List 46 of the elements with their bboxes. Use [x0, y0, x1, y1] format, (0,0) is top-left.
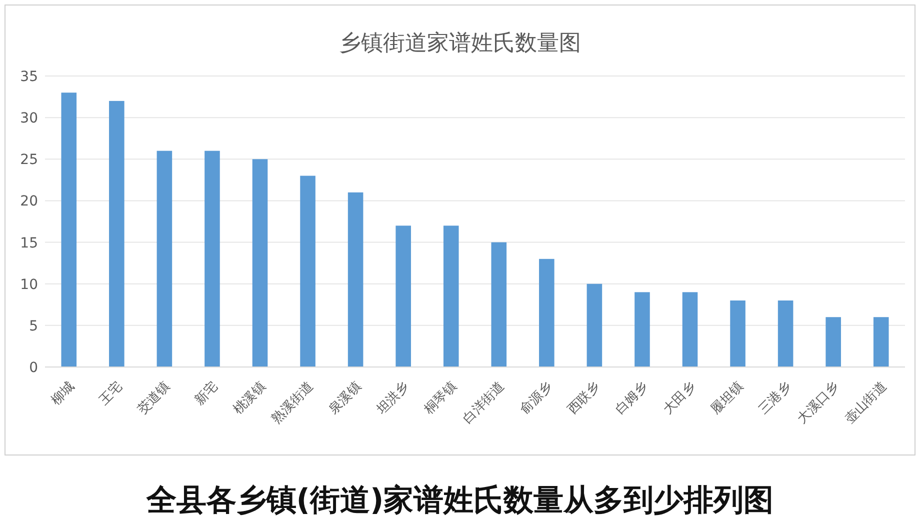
x-tick-label: 三港乡 — [756, 379, 794, 418]
x-tick-label: 俞源乡 — [517, 379, 556, 418]
bar — [204, 150, 220, 367]
x-tick-label: 泉溪镇 — [326, 379, 364, 418]
x-tick-label: 履坦镇 — [708, 379, 747, 418]
x-tick-label: 桃溪镇 — [230, 379, 269, 418]
y-tick-label: 5 — [29, 318, 38, 334]
y-tick-label: 10 — [20, 276, 38, 293]
bar — [873, 317, 889, 367]
x-tick-label: 桐琴镇 — [421, 379, 460, 418]
x-tick-label: 白洋街道 — [460, 379, 508, 427]
bar — [539, 258, 554, 367]
x-tick-label: 大溪口乡 — [794, 379, 842, 427]
x-tick-label: 王宅 — [96, 378, 126, 408]
x-tick-label: 大田乡 — [660, 379, 699, 418]
x-tick-label: 白姆乡 — [612, 379, 652, 418]
x-tick-label: 新宅 — [191, 378, 222, 408]
bar — [491, 242, 507, 367]
y-tick-label: 20 — [20, 194, 38, 210]
x-tick-label: 坦洪乡 — [373, 379, 412, 418]
bar — [109, 100, 124, 367]
bar — [778, 300, 794, 367]
bar — [156, 150, 172, 367]
y-tick-label: 25 — [20, 152, 38, 168]
y-tick-label: 0 — [29, 360, 38, 376]
bar — [586, 284, 602, 367]
bar — [634, 292, 650, 367]
x-tick-label: 柳城 — [48, 379, 78, 408]
bar — [682, 292, 698, 367]
y-tick-label: 15 — [20, 235, 38, 252]
bar — [730, 300, 746, 367]
y-tick-label: 35 — [20, 69, 38, 85]
bar — [61, 92, 77, 367]
x-tick-label: 壶山街道 — [842, 379, 890, 427]
bar — [348, 192, 364, 367]
x-tick-label: 茭道镇 — [135, 379, 174, 418]
text: 全县各乡镇(街道)家谱姓氏数量从多到少排列图 — [145, 483, 774, 518]
x-tick-label: 熟溪街道 — [269, 379, 317, 427]
y-tick-label: 30 — [20, 110, 38, 127]
bar — [252, 159, 268, 367]
chart-title: 乡镇街道家谱姓氏数量图 — [339, 31, 581, 56]
bar — [396, 226, 411, 367]
bar — [443, 226, 459, 367]
bar — [826, 317, 841, 367]
bar — [300, 176, 316, 367]
x-tick-label: 西联乡 — [565, 379, 604, 418]
